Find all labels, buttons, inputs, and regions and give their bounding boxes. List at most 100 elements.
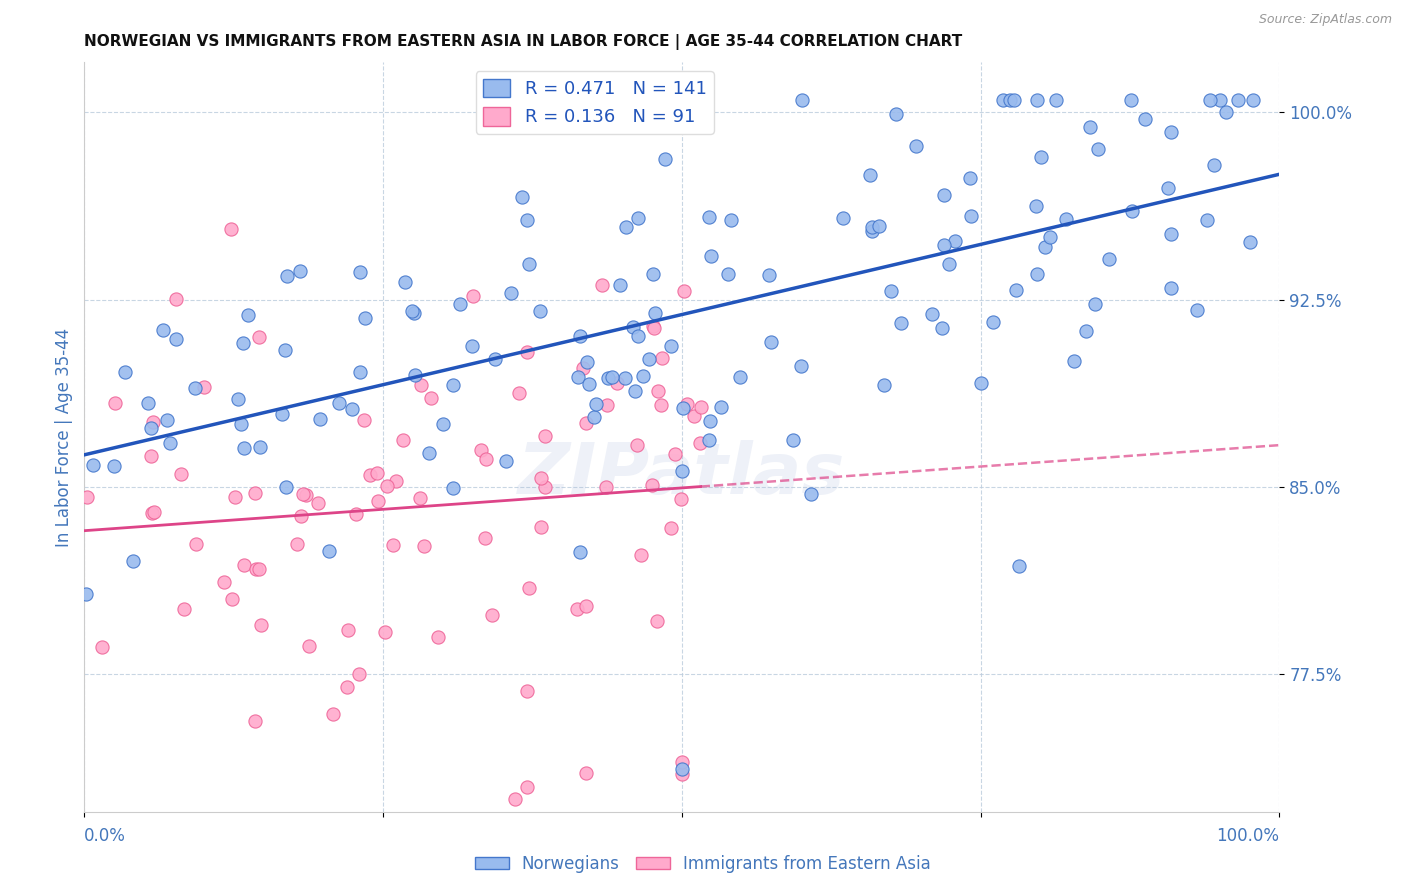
Point bbox=[412, 539, 434, 553]
Point bbox=[614, 220, 637, 235]
Point bbox=[533, 480, 555, 494]
Point bbox=[408, 491, 430, 506]
Point bbox=[671, 464, 693, 478]
Point bbox=[659, 521, 682, 535]
Point bbox=[624, 384, 647, 398]
Point bbox=[344, 507, 367, 521]
Point bbox=[591, 278, 613, 293]
Point bbox=[567, 370, 589, 384]
Point bbox=[1133, 112, 1156, 127]
Point bbox=[572, 360, 595, 375]
Point bbox=[297, 639, 319, 653]
Point bbox=[672, 284, 695, 298]
Point bbox=[1084, 296, 1107, 310]
Point bbox=[291, 487, 314, 501]
Point bbox=[884, 106, 907, 120]
Y-axis label: In Labor Force | Age 35-44: In Labor Force | Age 35-44 bbox=[55, 327, 73, 547]
Point bbox=[271, 407, 294, 421]
Point bbox=[671, 755, 693, 769]
Point bbox=[366, 467, 388, 481]
Point bbox=[641, 478, 664, 492]
Point bbox=[474, 531, 496, 545]
Point bbox=[720, 213, 742, 227]
Point bbox=[1008, 558, 1031, 573]
Point bbox=[650, 398, 672, 412]
Point bbox=[1160, 227, 1182, 242]
Point bbox=[224, 491, 246, 505]
Point bbox=[932, 238, 955, 252]
Point bbox=[627, 328, 650, 343]
Point bbox=[1209, 93, 1232, 107]
Point bbox=[501, 285, 523, 300]
Point bbox=[1215, 105, 1237, 120]
Point bbox=[392, 433, 415, 447]
Point bbox=[959, 171, 981, 186]
Point bbox=[516, 213, 538, 227]
Point bbox=[697, 433, 720, 447]
Point bbox=[582, 410, 605, 425]
Point bbox=[173, 602, 195, 616]
Point bbox=[274, 343, 297, 357]
Point bbox=[905, 139, 928, 153]
Point bbox=[700, 249, 723, 263]
Point bbox=[382, 537, 405, 551]
Point bbox=[349, 265, 371, 279]
Point bbox=[868, 219, 890, 233]
Point bbox=[340, 402, 363, 417]
Point bbox=[212, 574, 235, 589]
Point bbox=[470, 443, 492, 458]
Point bbox=[1078, 120, 1101, 135]
Point bbox=[508, 385, 530, 400]
Point bbox=[643, 318, 665, 333]
Point bbox=[1045, 93, 1067, 107]
Point bbox=[683, 409, 706, 423]
Point bbox=[232, 558, 254, 573]
Point bbox=[142, 415, 165, 429]
Point bbox=[307, 496, 329, 510]
Point bbox=[1121, 203, 1143, 218]
Point bbox=[243, 485, 266, 500]
Point bbox=[309, 412, 332, 426]
Point bbox=[141, 506, 163, 520]
Point bbox=[790, 93, 813, 107]
Point bbox=[613, 371, 636, 385]
Point bbox=[671, 491, 693, 506]
Point bbox=[75, 587, 97, 601]
Point bbox=[443, 378, 465, 392]
Point bbox=[1202, 158, 1225, 172]
Point bbox=[1160, 281, 1182, 295]
Point bbox=[276, 480, 298, 494]
Point bbox=[249, 618, 271, 632]
Point bbox=[651, 351, 673, 366]
Point bbox=[103, 458, 125, 473]
Point bbox=[288, 264, 311, 278]
Point bbox=[633, 368, 655, 383]
Point bbox=[533, 428, 555, 442]
Point bbox=[1002, 93, 1025, 107]
Point bbox=[353, 413, 375, 427]
Point bbox=[575, 765, 598, 780]
Point bbox=[630, 548, 652, 562]
Point bbox=[627, 211, 650, 225]
Point bbox=[643, 321, 665, 335]
Point bbox=[245, 562, 267, 576]
Point bbox=[943, 234, 966, 248]
Point bbox=[236, 308, 259, 322]
Point bbox=[1097, 252, 1119, 266]
Point bbox=[114, 365, 136, 379]
Point bbox=[860, 224, 883, 238]
Point bbox=[873, 377, 896, 392]
Point bbox=[82, 458, 104, 473]
Point bbox=[516, 780, 538, 794]
Point bbox=[621, 320, 644, 334]
Point bbox=[411, 378, 433, 392]
Point bbox=[449, 297, 471, 311]
Point bbox=[689, 436, 711, 450]
Point bbox=[349, 667, 371, 681]
Point bbox=[1087, 142, 1109, 156]
Legend: R = 0.471   N = 141, R = 0.136   N = 91: R = 0.471 N = 141, R = 0.136 N = 91 bbox=[475, 71, 714, 134]
Point bbox=[90, 640, 112, 654]
Point bbox=[232, 441, 254, 455]
Point bbox=[318, 543, 340, 558]
Point bbox=[432, 417, 454, 432]
